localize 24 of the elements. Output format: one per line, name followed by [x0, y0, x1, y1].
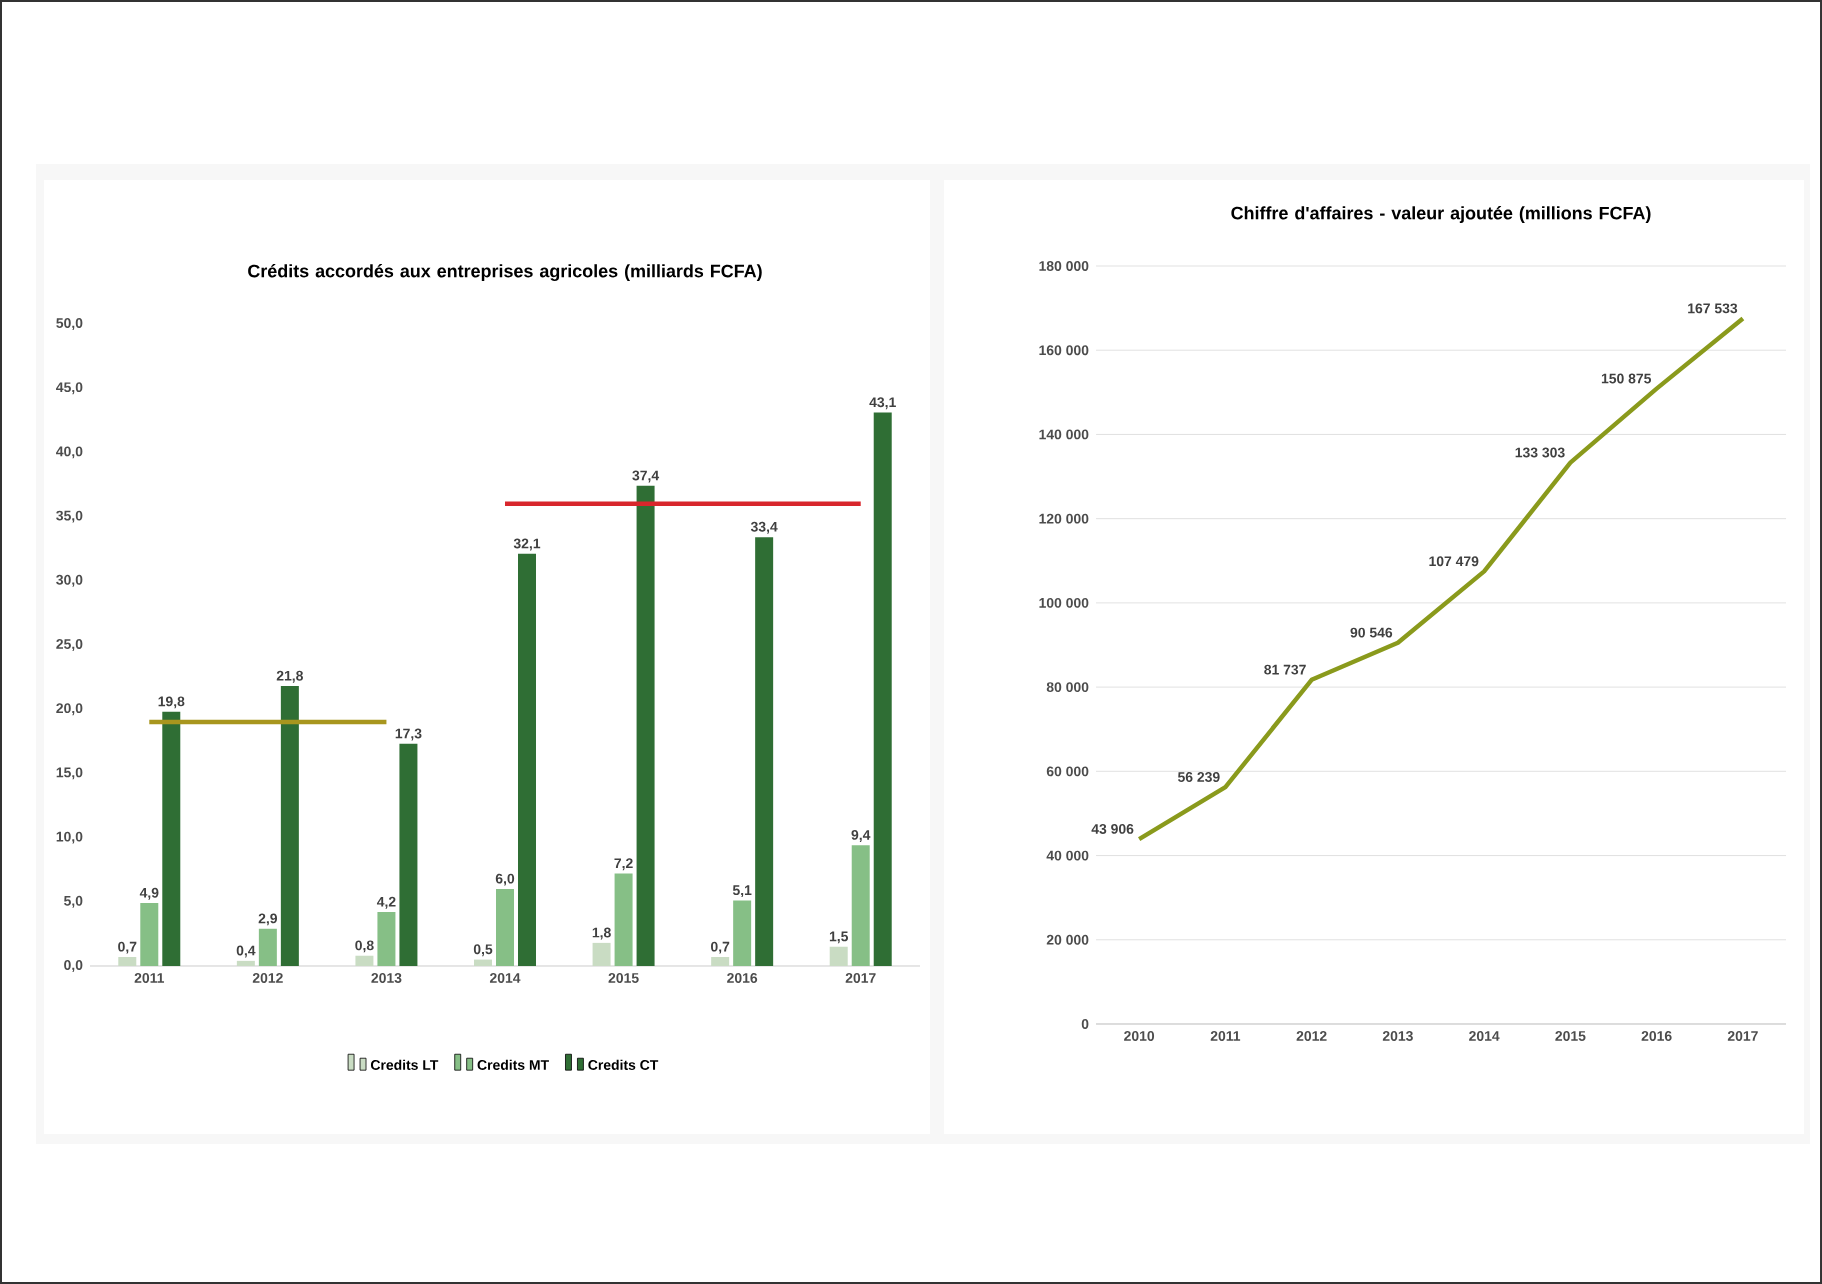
bar: [236, 960, 255, 966]
chart-title: Crédits accordés aux entreprises agricoles (milliards FCFA): [248, 264, 762, 282]
bar: [280, 686, 299, 966]
chart-title: Chiffre d'affaires - valeur ajoutée (millions FCFA): [1231, 206, 1651, 223]
bar: [399, 743, 418, 966]
bar: [474, 959, 492, 966]
bar: [636, 485, 655, 966]
bar: [258, 928, 277, 966]
bar: [377, 912, 396, 966]
bar: [873, 412, 892, 966]
bar: [733, 900, 752, 966]
bar: [851, 845, 870, 966]
line-series: [1136, 316, 1746, 842]
bar: [755, 537, 774, 966]
bar: [496, 888, 514, 966]
bar: [614, 873, 633, 966]
bar: [592, 942, 611, 966]
bar: [711, 957, 730, 966]
bar: [518, 553, 536, 966]
bar: [355, 955, 374, 966]
bar: [162, 711, 181, 966]
bar: [140, 903, 159, 966]
bar: [829, 946, 848, 966]
bar: [118, 957, 137, 966]
